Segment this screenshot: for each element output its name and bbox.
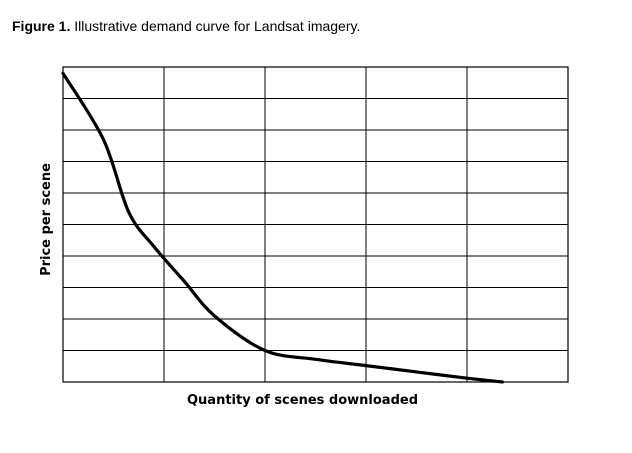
chart-grid: [63, 67, 568, 382]
x-axis-label: Quantity of scenes downloaded: [187, 393, 418, 408]
plot-border: [62, 66, 569, 383]
demand-curve-line: [61, 71, 504, 384]
figure-label: Figure 1.: [12, 18, 71, 34]
y-axis-label: Price per scene: [39, 163, 54, 276]
figure-title: Illustrative demand curve for Landsat im…: [74, 18, 361, 34]
figure-caption: Figure 1. Illustrative demand curve for …: [12, 18, 360, 34]
